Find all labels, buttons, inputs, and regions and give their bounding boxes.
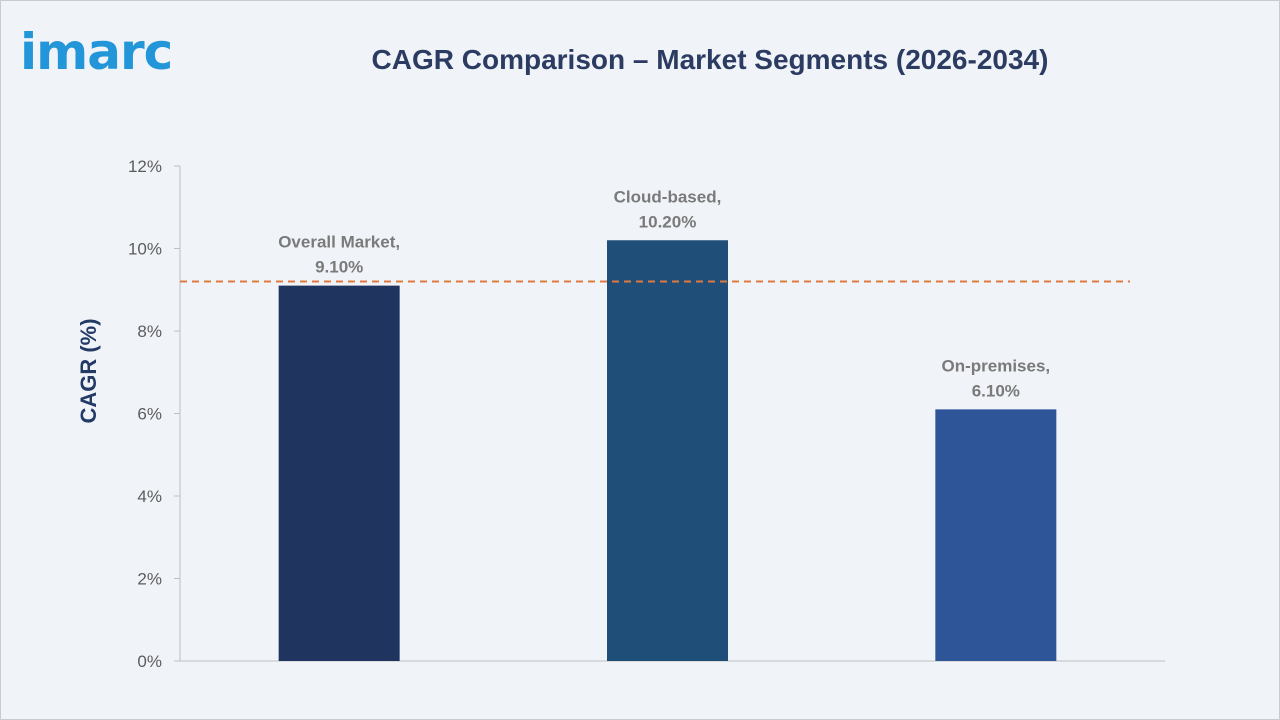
- chart-title: CAGR Comparison – Market Segments (2026-…: [371, 44, 1049, 75]
- data-label: On-premises,: [942, 356, 1051, 375]
- y-axis-ticks: 0% 2% 4% 6% 8% 10% 12%: [128, 157, 180, 671]
- data-label: Cloud-based,: [614, 187, 722, 206]
- data-label: 6.10%: [972, 381, 1020, 400]
- y-tick-label: 0%: [137, 652, 162, 671]
- y-tick-label: 4%: [137, 487, 162, 506]
- y-tick-label: 12%: [128, 157, 162, 176]
- y-axis-label: CAGR (%): [76, 318, 101, 423]
- bars: [278, 240, 1057, 661]
- y-tick-label: 2%: [137, 570, 162, 589]
- y-tick-label: 6%: [137, 405, 162, 424]
- bar-cloud-based: [607, 240, 728, 661]
- y-tick-label: 10%: [128, 240, 162, 259]
- data-label: Overall Market,: [278, 233, 400, 252]
- data-labels: Overall Market, 9.10% Cloud-based, 10.20% On…: [278, 187, 1050, 400]
- bar-overall-market: [278, 285, 400, 661]
- data-label: 10.20%: [639, 212, 697, 231]
- data-label: 9.10%: [315, 258, 363, 277]
- y-tick-label: 8%: [137, 322, 162, 341]
- imarc-logo: imarc: [20, 23, 173, 81]
- bar-on-premises: [935, 409, 1057, 661]
